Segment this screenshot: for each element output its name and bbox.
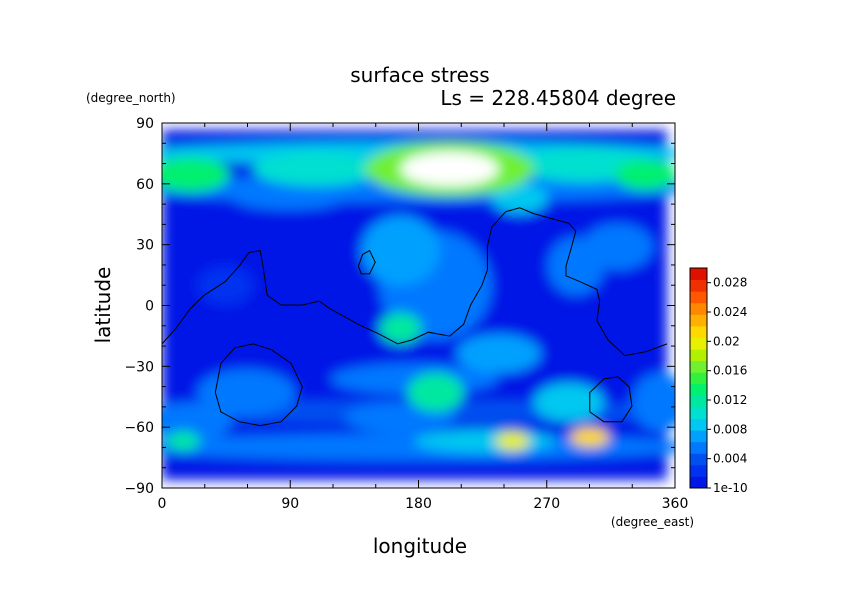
chart-title: surface stress [350, 63, 489, 87]
colorbar-swatch [690, 453, 707, 466]
field-blob [253, 151, 380, 187]
contour-line [589, 376, 633, 423]
chart-subtitle: Ls = 228.45804 degree [440, 86, 676, 110]
field-blob [162, 157, 230, 193]
colorbar-swatch [690, 476, 707, 489]
colorbar-label: 0.008 [713, 422, 747, 436]
y-axis: −90 −60 −30 0 30 60 90 [124, 116, 675, 497]
colorbar-label: 0.028 [713, 276, 747, 290]
colorbar-swatch [690, 325, 707, 338]
field-blob [414, 429, 555, 453]
field-blob [197, 266, 254, 305]
contour-line [214, 343, 303, 427]
colorbar: 1e-10 0.004 0.008 0.012 0.016 0.02 0.024 0.028 [689, 267, 748, 495]
colorbar-label: 0.024 [713, 305, 747, 319]
colorbar-swatch [690, 314, 707, 327]
colorbar-swatch [690, 441, 707, 454]
colorbar-label: 0.016 [713, 364, 747, 378]
colorbar-swatch [690, 406, 707, 420]
colorbar-swatch [690, 360, 707, 373]
y-units-label: (degree_north) [86, 91, 176, 105]
colorbar-label: 0.004 [713, 452, 747, 466]
colorbar-swatch [690, 395, 707, 408]
field-blob [162, 433, 675, 461]
heatmap-field [162, 130, 675, 480]
colorbar-swatch [690, 302, 707, 315]
colorbar-swatch [690, 279, 707, 292]
field-blob [631, 373, 675, 432]
field-blob [232, 186, 345, 210]
field-blob [491, 182, 548, 214]
colorbar-swatch [690, 268, 707, 281]
field-blob [456, 334, 541, 374]
colorbar-frame [689, 267, 708, 489]
colorbar-swatch [690, 418, 707, 431]
x-tick-label: 90 [281, 496, 299, 512]
y-tick-label: 0 [145, 299, 154, 315]
x-units-label: (degree_east) [611, 515, 694, 529]
colorbar-swatch [690, 464, 707, 477]
field-blob [379, 312, 422, 344]
y-tick-label: −90 [124, 481, 154, 497]
x-tick-label: 180 [405, 496, 432, 512]
y-tick-label: −60 [124, 420, 154, 436]
colorbar-swatch [690, 337, 707, 350]
field-blob [166, 431, 200, 451]
plot-area: 0 90 180 270 360 −90 −60 −30 0 30 60 90 [124, 116, 689, 512]
colorbar-swatch [690, 383, 707, 396]
field-blob [495, 431, 530, 451]
contour-lines [162, 207, 668, 427]
x-axis: 0 90 180 270 360 [158, 123, 689, 512]
field-blob [197, 369, 296, 416]
y-tick-label: 60 [136, 177, 154, 193]
y-tick-label: 90 [136, 116, 154, 132]
colorbar-label: 0.012 [713, 393, 747, 407]
field-blob [615, 159, 675, 191]
field-blob [533, 382, 604, 422]
x-tick-label: 270 [533, 496, 560, 512]
x-tick-label: 0 [158, 496, 167, 512]
colorbar-swatch [690, 291, 707, 304]
field-blob [519, 147, 646, 183]
field-blob [400, 151, 499, 187]
field-blob [162, 402, 233, 442]
colorbar-swatch [690, 372, 707, 385]
x-axis-label: longitude [373, 534, 467, 558]
field-blob [570, 427, 610, 447]
colorbar-label: 1e-10 [713, 481, 748, 495]
field-blob [582, 223, 653, 270]
colorbar-label: 0.02 [713, 334, 740, 348]
field-blob [361, 215, 440, 286]
y-tick-label: −30 [124, 359, 154, 375]
y-tick-label: 30 [136, 238, 154, 254]
field-blob [407, 373, 464, 412]
x-tick-label: 360 [662, 496, 689, 512]
contour-line [357, 249, 376, 275]
y-axis-label: latitude [91, 267, 115, 344]
contour-line [162, 207, 668, 357]
colorbar-swatch [690, 430, 707, 443]
colorbar-swatch [690, 349, 707, 362]
